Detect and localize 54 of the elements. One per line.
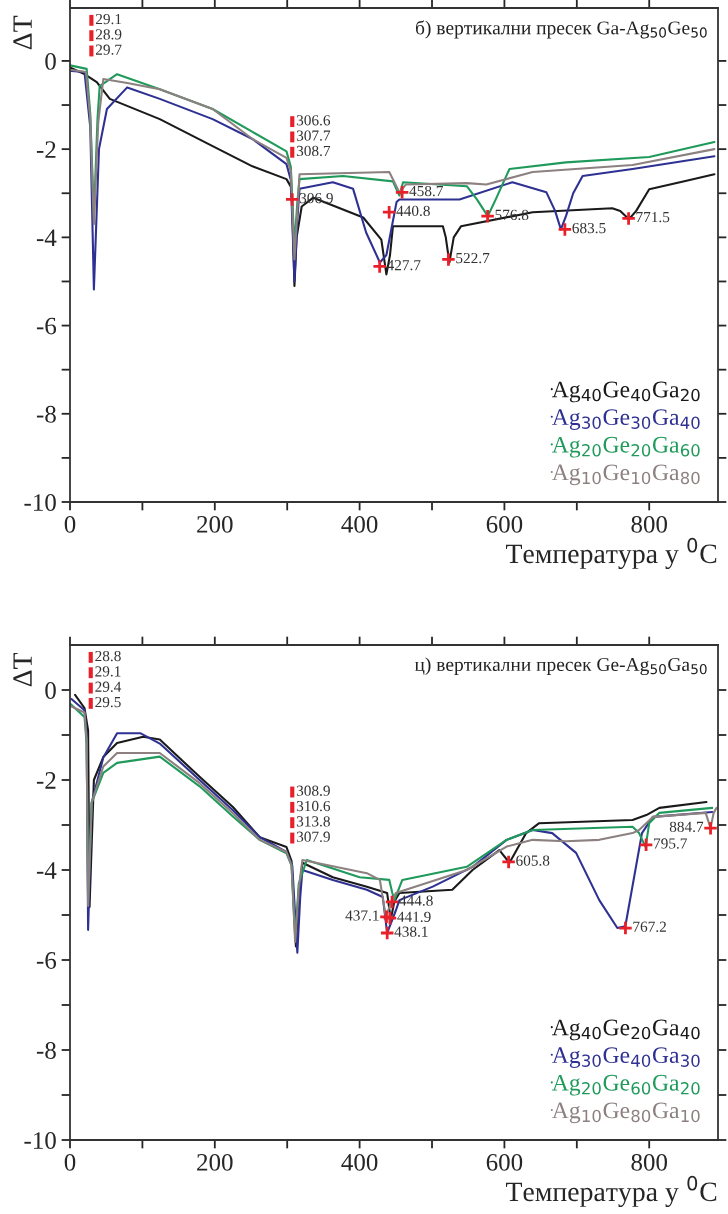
annotation: 438.1 [394, 926, 428, 937]
y-tick-label: -8 [36, 1042, 56, 1059]
text: ц) вертикални пресек Ge-Ag$_{50}$Ga$_{50}$ [414, 657, 707, 676]
legend-label: Ag$_{20}$Ge$_{60}$Ga$_{20}$ [552, 1074, 700, 1096]
x-axis-title: Температура у $^{0}$C [506, 1175, 717, 1207]
annotation: 444.8 [399, 895, 433, 906]
x-tick-label: 0 [64, 1153, 76, 1171]
annotation: 458.7 [409, 185, 443, 197]
y-tick-label: -8 [36, 405, 56, 423]
x-tick-label: 800 [631, 515, 668, 533]
x-tick-label: 200 [197, 515, 233, 533]
y-tick-label: 0 [45, 682, 56, 699]
x-tick-label: 400 [341, 515, 378, 533]
y-tick-label: -10 [24, 494, 56, 511]
x-tick-label: 600 [486, 515, 523, 533]
annotation: 306.9 [299, 192, 333, 204]
x-tick-label: 600 [486, 1153, 523, 1171]
y-tick-label: 0 [45, 52, 56, 70]
legend-label: Ag$_{30}$Ge$_{40}$Ga$_{30}$ [552, 1047, 700, 1068]
legend-label: Ag$_{10}$Ge$_{10}$Ga$_{80}$ [552, 464, 700, 486]
annotation: 884.7 [669, 821, 704, 833]
legend-label: Ag$_{40}$Ge$_{20}$Ga$_{40}$ [552, 1019, 700, 1041]
annotation: 795.7 [654, 838, 687, 849]
y-tick-label: -10 [24, 1132, 56, 1149]
y-tick-label: -6 [36, 952, 57, 969]
annotation: 28.8 29.1 29.4 29.5 [95, 650, 122, 708]
x-tick-label: 200 [197, 1153, 233, 1171]
y-tick-label: -2 [36, 772, 56, 789]
annotation: 437.1 [345, 910, 379, 921]
annotation: 522.7 [456, 252, 490, 264]
legend-label: Ag$_{10}$Ge$_{80}$Ga$_{10}$ [552, 1102, 700, 1124]
y-tick-label: -2 [36, 141, 56, 158]
annotation: 440.8 [396, 205, 430, 217]
annotation: 605.8 [516, 855, 550, 866]
annotation: 29.1 28.9 29.7 [95, 13, 122, 55]
text: б) вертикални пресек Ga-Ag$_{50}$Ge$_{50}$ [415, 20, 707, 39]
y-tick-label: -4 [36, 862, 57, 879]
legend-label: Ag$_{40}$Ge$_{40}$Ga$_{20}$ [552, 381, 700, 403]
legend-label: Ag$_{20}$Ge$_{20}$Ga$_{60}$ [552, 436, 700, 458]
x-axis-title: Температура у $^{0}$C [506, 537, 717, 569]
y-tick-label: -4 [36, 229, 57, 247]
x-tick-label: 0 [64, 515, 76, 533]
annotation: 306.6 307.7 308.7 [296, 115, 331, 157]
annotation: 771.5 [636, 211, 670, 223]
legend-label: Ag$_{30}$Ge$_{30}$Ga$_{40}$ [552, 409, 700, 430]
y-tick-label: -6 [36, 317, 57, 335]
annotation: 441.9 [397, 911, 431, 923]
y-axis-title: ΔT [13, 15, 32, 50]
annotation: 308.9 310.6 313.8 307.9 [296, 785, 331, 842]
annotation: 683.5 [572, 222, 606, 234]
x-tick-label: 400 [341, 1153, 378, 1171]
y-axis-title: ΔT [13, 652, 32, 687]
x-tick-label: 800 [631, 1153, 668, 1171]
annotation: 767.2 [633, 921, 666, 932]
